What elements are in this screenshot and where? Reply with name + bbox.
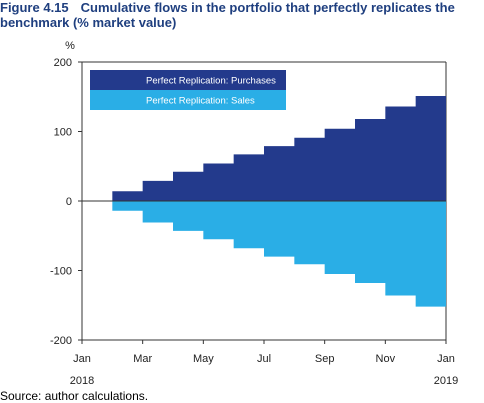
y-tick-label: -200 (50, 335, 72, 347)
x-tick-label: Mar (133, 353, 152, 365)
x-tick-label: Nov (376, 353, 396, 365)
legend-swatch-purchases (90, 70, 286, 90)
x-tick-sublabel: 2018 (70, 375, 94, 387)
x-tick-label: Jan (73, 353, 91, 365)
purchases-area (112, 96, 446, 201)
chart-marks (82, 96, 446, 307)
legend: Perfect Replication: Purchases Perfect Re… (90, 70, 286, 110)
figure-title-text: Cumulative flows in the portfolio that p… (0, 0, 455, 30)
x-tick-label: May (193, 353, 214, 365)
x-tick-label: Jul (257, 353, 271, 365)
y-tick-label: 100 (54, 127, 72, 139)
legend-label-sales: Perfect Replication: Sales (146, 96, 255, 107)
y-tick-label: 200 (54, 57, 72, 69)
x-tick-label: Sep (315, 353, 335, 365)
legend-label-purchases: Perfect Replication: Purchases (146, 76, 276, 87)
y-axis-unit: % (65, 40, 75, 52)
figure-number: Figure 4.15 (0, 0, 69, 15)
source-note: Source: author calculations. (0, 389, 149, 403)
sales-area (112, 201, 446, 307)
legend-swatch-sales (90, 90, 286, 110)
y-tick-label: -100 (50, 266, 72, 278)
y-tick-label: 0 (66, 196, 72, 208)
x-tick-sublabel: 2019 (434, 375, 458, 387)
figure-title: Figure 4.15 Cumulative flows in the portf… (0, 0, 484, 30)
tick-labels: 200 100 0 -100 -200% Jan 2018 Mar May Jul Sep Nov Ja… (50, 40, 458, 387)
x-tick-label: Jan (437, 353, 455, 365)
